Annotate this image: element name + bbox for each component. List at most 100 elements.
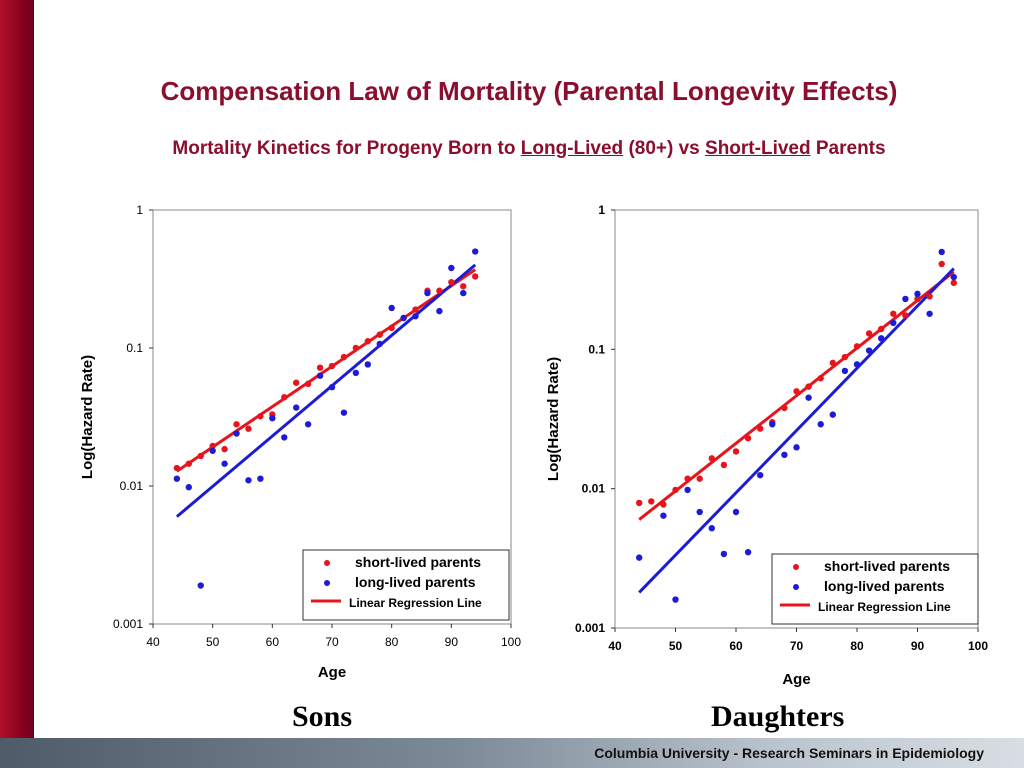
sons-point-long bbox=[209, 447, 216, 454]
daughters-point-short bbox=[938, 260, 945, 268]
daughters-point-short bbox=[950, 279, 957, 287]
sons-point-long bbox=[185, 484, 192, 491]
sons-x-tick-label: 50 bbox=[206, 635, 220, 649]
sons-point-long bbox=[472, 248, 479, 255]
sons-point-short bbox=[209, 442, 216, 450]
sons-point-long bbox=[173, 475, 181, 482]
sons-point-long bbox=[221, 460, 228, 467]
daughters-point-long bbox=[793, 444, 800, 451]
daughters-point-short bbox=[793, 388, 800, 395]
sons-point-long bbox=[460, 289, 467, 297]
sons-point-short bbox=[328, 362, 336, 370]
subtitle-part1: Mortality Kinetics for Progeny Born to bbox=[172, 138, 521, 159]
sons-x-axis-title: Age bbox=[318, 664, 346, 681]
subtitle-part3: Parents bbox=[810, 138, 886, 159]
sons-point-short bbox=[293, 379, 300, 386]
sons-point-long bbox=[364, 361, 371, 368]
daughters-point-short bbox=[744, 435, 752, 442]
sons-point-long bbox=[233, 430, 240, 437]
daughters-point-long bbox=[720, 550, 728, 558]
sons-point-long bbox=[340, 409, 348, 416]
daughters-y-axis-title: Log(Hazard Rate) bbox=[545, 357, 562, 481]
daughters-point-long bbox=[757, 471, 764, 479]
daughters-point-long bbox=[732, 508, 740, 516]
sons-legend-label: long-lived parents bbox=[355, 574, 476, 590]
daughters-point-long bbox=[769, 421, 776, 428]
left-accent-bar bbox=[0, 0, 34, 738]
sons-point-long bbox=[328, 383, 336, 391]
daughters-point-short bbox=[672, 486, 679, 494]
daughters-point-long bbox=[950, 273, 957, 281]
daughters-y-tick-label: 1 bbox=[598, 203, 605, 217]
daughters-point-short bbox=[696, 475, 703, 482]
daughters-x-tick-label: 90 bbox=[911, 639, 925, 653]
daughters-point-long bbox=[660, 512, 667, 519]
daughters-point-short bbox=[817, 375, 824, 382]
daughters-point-short bbox=[853, 343, 861, 350]
daughters-point-short bbox=[926, 293, 933, 300]
footer-bar: Columbia University - Research Seminars … bbox=[0, 738, 1024, 768]
sons-x-tick-label: 100 bbox=[501, 635, 521, 649]
sons-point-short bbox=[257, 413, 264, 420]
sons-y-axis-title: Log(Hazard Rate) bbox=[79, 355, 96, 479]
sons-y-tick-label: 0.001 bbox=[113, 617, 143, 631]
daughters-point-long bbox=[636, 554, 643, 561]
sons-point-short bbox=[412, 306, 419, 313]
sons-x-tick-label: 90 bbox=[445, 635, 459, 649]
daughters-point-long bbox=[696, 508, 703, 516]
daughters-legend-box bbox=[771, 553, 979, 625]
slide-title: Compensation Law of Mortality (Parental … bbox=[160, 76, 898, 106]
sons-point-short bbox=[245, 425, 252, 432]
sons-point-short bbox=[316, 364, 324, 371]
daughters-point-short bbox=[902, 312, 909, 319]
sons-point-short bbox=[281, 394, 288, 401]
subtitle-short-lived: Short-Lived bbox=[705, 138, 811, 159]
daughters-regression-line-long bbox=[638, 267, 955, 594]
sons-regression-line-long bbox=[175, 263, 477, 518]
sons-point-long bbox=[400, 314, 407, 322]
daughters-point-long bbox=[781, 451, 788, 459]
sons-x-tick-label: 70 bbox=[325, 635, 339, 649]
slide-subtitle: Mortality Kinetics for Progeny Born to L… bbox=[34, 138, 1024, 160]
daughters-point-short bbox=[829, 359, 836, 367]
daughters-point-long bbox=[853, 361, 861, 368]
sons-point-long bbox=[316, 372, 324, 379]
daughters-point-long bbox=[672, 596, 679, 603]
daughters-point-short bbox=[732, 448, 740, 455]
sons-legend-box bbox=[302, 549, 510, 621]
daughters-legend-marker-long bbox=[793, 584, 799, 590]
daughters-point-long bbox=[938, 248, 945, 256]
sons-point-long bbox=[424, 289, 431, 297]
sons-point-long bbox=[281, 434, 288, 441]
daughters-point-long bbox=[829, 411, 836, 418]
daughters-x-tick-label: 80 bbox=[850, 639, 864, 653]
sons-point-long bbox=[412, 312, 419, 320]
daughters-point-short bbox=[636, 499, 643, 507]
daughters-point-short bbox=[684, 475, 691, 482]
sons-regression-line-short bbox=[176, 268, 477, 473]
sons-y-tick-label: 1 bbox=[136, 203, 143, 217]
daughters-point-long bbox=[684, 486, 691, 494]
daughters-x-tick-label: 60 bbox=[729, 639, 743, 653]
sons-point-short bbox=[340, 353, 348, 361]
daughters-point-short bbox=[648, 498, 655, 505]
subtitle-part2: (80+) vs bbox=[623, 138, 706, 159]
sons-point-long bbox=[245, 477, 252, 484]
sons-point-long bbox=[269, 414, 276, 422]
daughters-point-long bbox=[865, 347, 873, 354]
daughters-x-tick-label: 50 bbox=[669, 639, 683, 653]
sons-legend-marker-short bbox=[324, 560, 330, 566]
daughters-point-long bbox=[817, 421, 824, 428]
daughters-point-long bbox=[744, 548, 752, 556]
sons-point-short bbox=[448, 278, 455, 286]
sons-point-short bbox=[376, 331, 383, 338]
sons-x-tick-label: 60 bbox=[266, 635, 280, 649]
daughters-legend-label: short-lived parents bbox=[824, 558, 950, 574]
sons-point-short bbox=[221, 445, 228, 453]
sons-y-tick-label: 0.1 bbox=[126, 341, 143, 355]
daughters-x-tick-label: 100 bbox=[968, 639, 988, 653]
sons-y-tick-label: 0.01 bbox=[120, 479, 144, 493]
sons-point-short bbox=[352, 344, 360, 352]
